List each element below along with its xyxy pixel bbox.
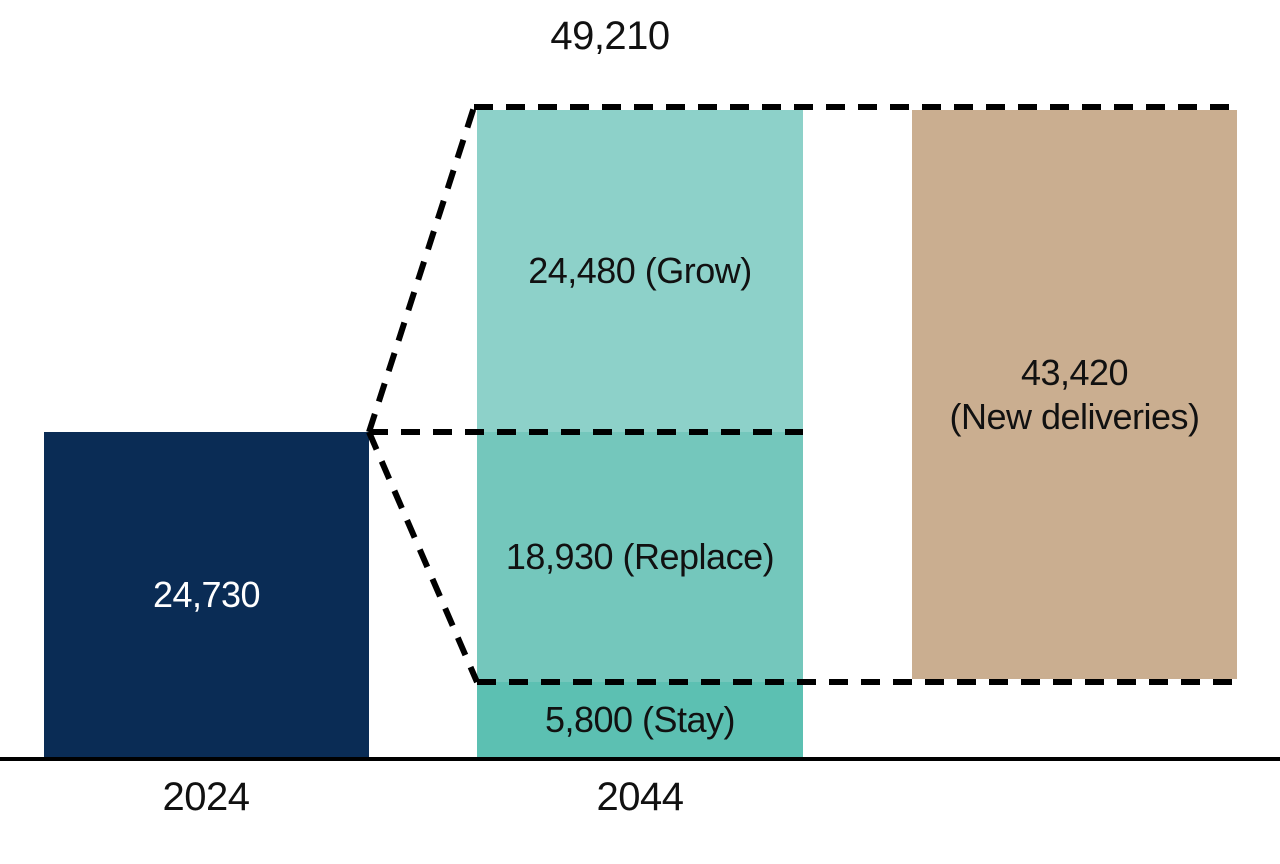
total-2044-label: 49,210 bbox=[550, 14, 670, 58]
new-deliveries-value: 43,420 bbox=[1020, 351, 1129, 393]
axis-label-2044: 2044 bbox=[596, 775, 684, 819]
bar-2024-fleet: 24,730 bbox=[44, 432, 369, 757]
segment-grow: 24,480 (Grow) bbox=[477, 110, 803, 432]
dashed-line-lower-diagonal bbox=[366, 430, 480, 684]
x-axis-baseline bbox=[0, 757, 1280, 761]
segment-replace: 18,930 (Replace) bbox=[477, 432, 803, 682]
axis-label-2024: 2024 bbox=[162, 775, 250, 819]
segment-grow-label: 24,480 (Grow) bbox=[528, 250, 752, 292]
segment-stay-label: 5,800 (Stay) bbox=[544, 698, 736, 740]
segment-replace-label: 18,930 (Replace) bbox=[505, 536, 775, 578]
segment-stay: 5,800 (Stay) bbox=[477, 682, 803, 757]
bar-new-deliveries-label: 43,420 (New deliveries) bbox=[949, 351, 1200, 439]
bar-new-deliveries: 43,420 (New deliveries) bbox=[912, 110, 1237, 679]
dashed-line-upper-diagonal bbox=[366, 106, 477, 433]
new-deliveries-name: (New deliveries) bbox=[949, 395, 1200, 437]
bar-2024-value-label: 24,730 bbox=[152, 573, 261, 615]
